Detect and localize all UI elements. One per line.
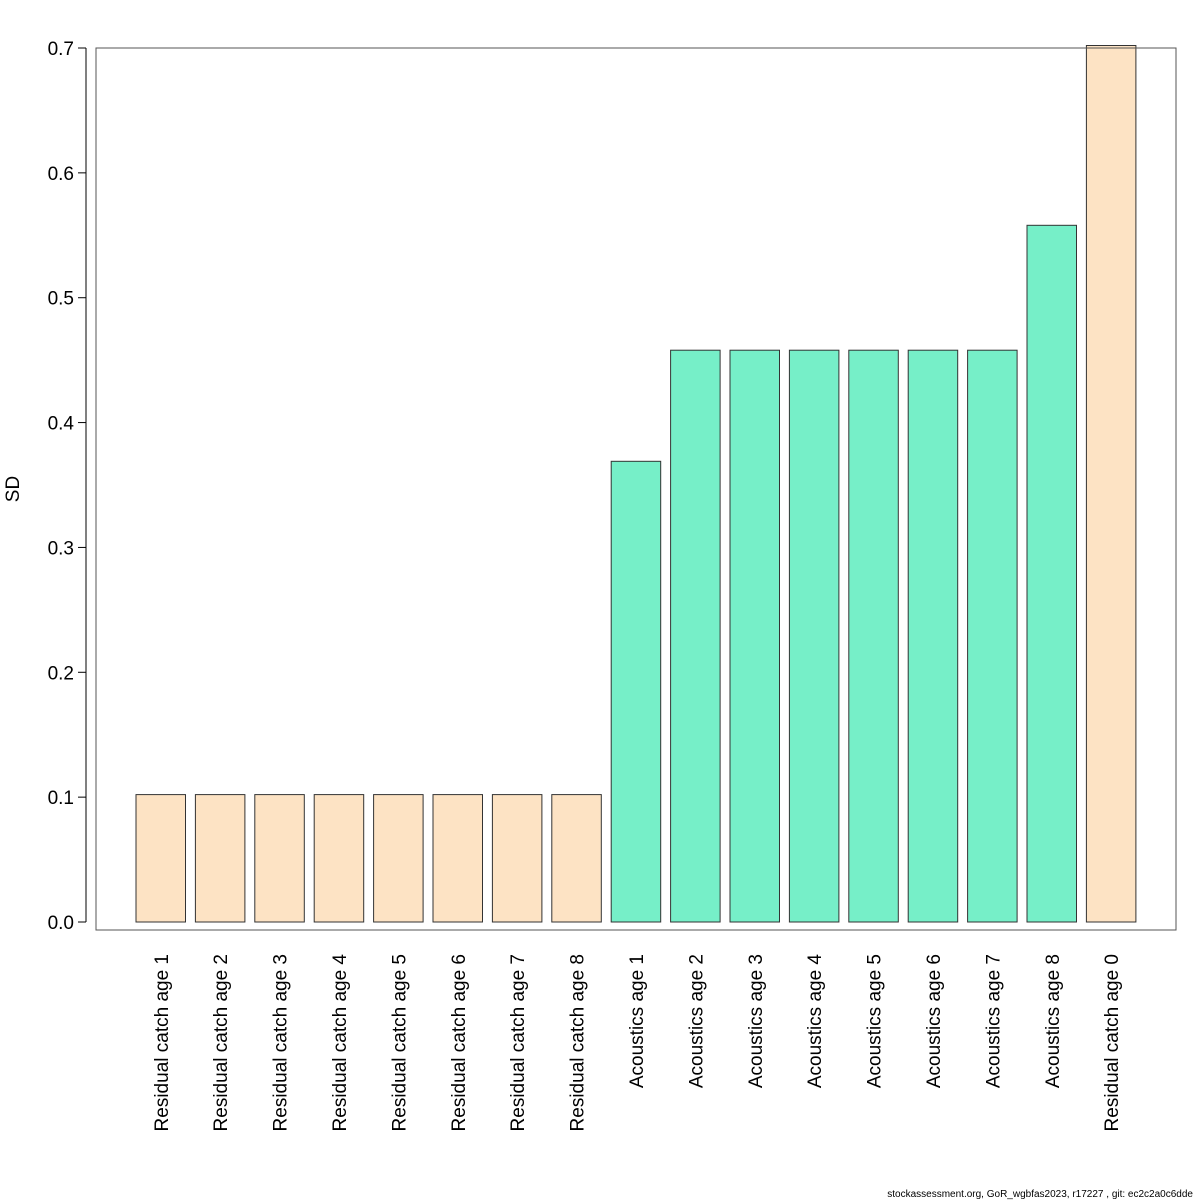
category-label-3: Residual catch age 3	[271, 954, 292, 1131]
y-tick-label-5: 0.5	[48, 289, 74, 310]
y-tick-label-7: 0.7	[48, 39, 74, 60]
y-tick-label-3: 0.3	[48, 538, 74, 559]
category-label-1: Residual catch age 1	[152, 954, 173, 1131]
bar-12	[788, 349, 840, 923]
category-label-13: Acoustics age 5	[865, 954, 886, 1088]
category-label-14: Acoustics age 6	[924, 954, 945, 1088]
bar-8	[551, 794, 602, 923]
category-label-10: Acoustics age 2	[686, 954, 707, 1088]
bar-9	[610, 460, 662, 923]
bar-7	[491, 794, 543, 923]
x-axis-labels: Residual catch age 1 Residual catch age 2…	[152, 954, 1123, 1132]
bar-1	[135, 794, 186, 923]
category-label-16: Acoustics age 8	[1043, 954, 1064, 1088]
y-axis-title: SD	[3, 476, 24, 502]
category-label-15: Acoustics age 7	[983, 954, 1004, 1088]
y-tick-label-0: 0.0	[48, 913, 74, 934]
bar-16	[1026, 224, 1077, 923]
category-label-6: Residual catch age 6	[449, 954, 470, 1131]
category-label-9: Acoustics age 1	[627, 954, 648, 1088]
bar-2	[194, 794, 246, 923]
category-label-4: Residual catch age 4	[330, 954, 351, 1132]
bar-10	[670, 349, 721, 923]
y-axis: 0.0 0.1 0.2 0.3 0.4 0.5 0.6 0.7	[48, 39, 87, 934]
plot-frame	[95, 47, 1177, 931]
category-label-2: Residual catch age 2	[211, 954, 232, 1131]
bar-4	[313, 794, 365, 923]
footer-credit: stockassessment.org, GoR_wgbfas2023, r17…	[887, 1189, 1193, 1200]
category-label-7: Residual catch age 7	[508, 954, 529, 1131]
category-label-8: Residual catch age 8	[568, 954, 589, 1131]
y-tick-label-6: 0.6	[48, 164, 74, 185]
y-tick-label-1: 0.1	[48, 788, 74, 809]
bars-layer	[135, 45, 1137, 923]
category-label-17: Residual catch age 0	[1102, 954, 1123, 1131]
bar-3	[254, 794, 305, 923]
y-tick-label-2: 0.2	[48, 663, 74, 684]
y-tick-label-4: 0.4	[48, 414, 75, 435]
bar-5	[373, 794, 424, 923]
bar-13	[848, 349, 899, 923]
category-label-11: Acoustics age 3	[746, 954, 767, 1088]
bar-17	[1085, 45, 1137, 923]
bar-14	[907, 349, 959, 923]
category-label-5: Residual catch age 5	[389, 954, 410, 1131]
bar-6	[432, 794, 483, 923]
bar-15	[967, 349, 1018, 923]
bar-11	[729, 349, 780, 923]
category-label-12: Acoustics age 4	[805, 954, 826, 1089]
